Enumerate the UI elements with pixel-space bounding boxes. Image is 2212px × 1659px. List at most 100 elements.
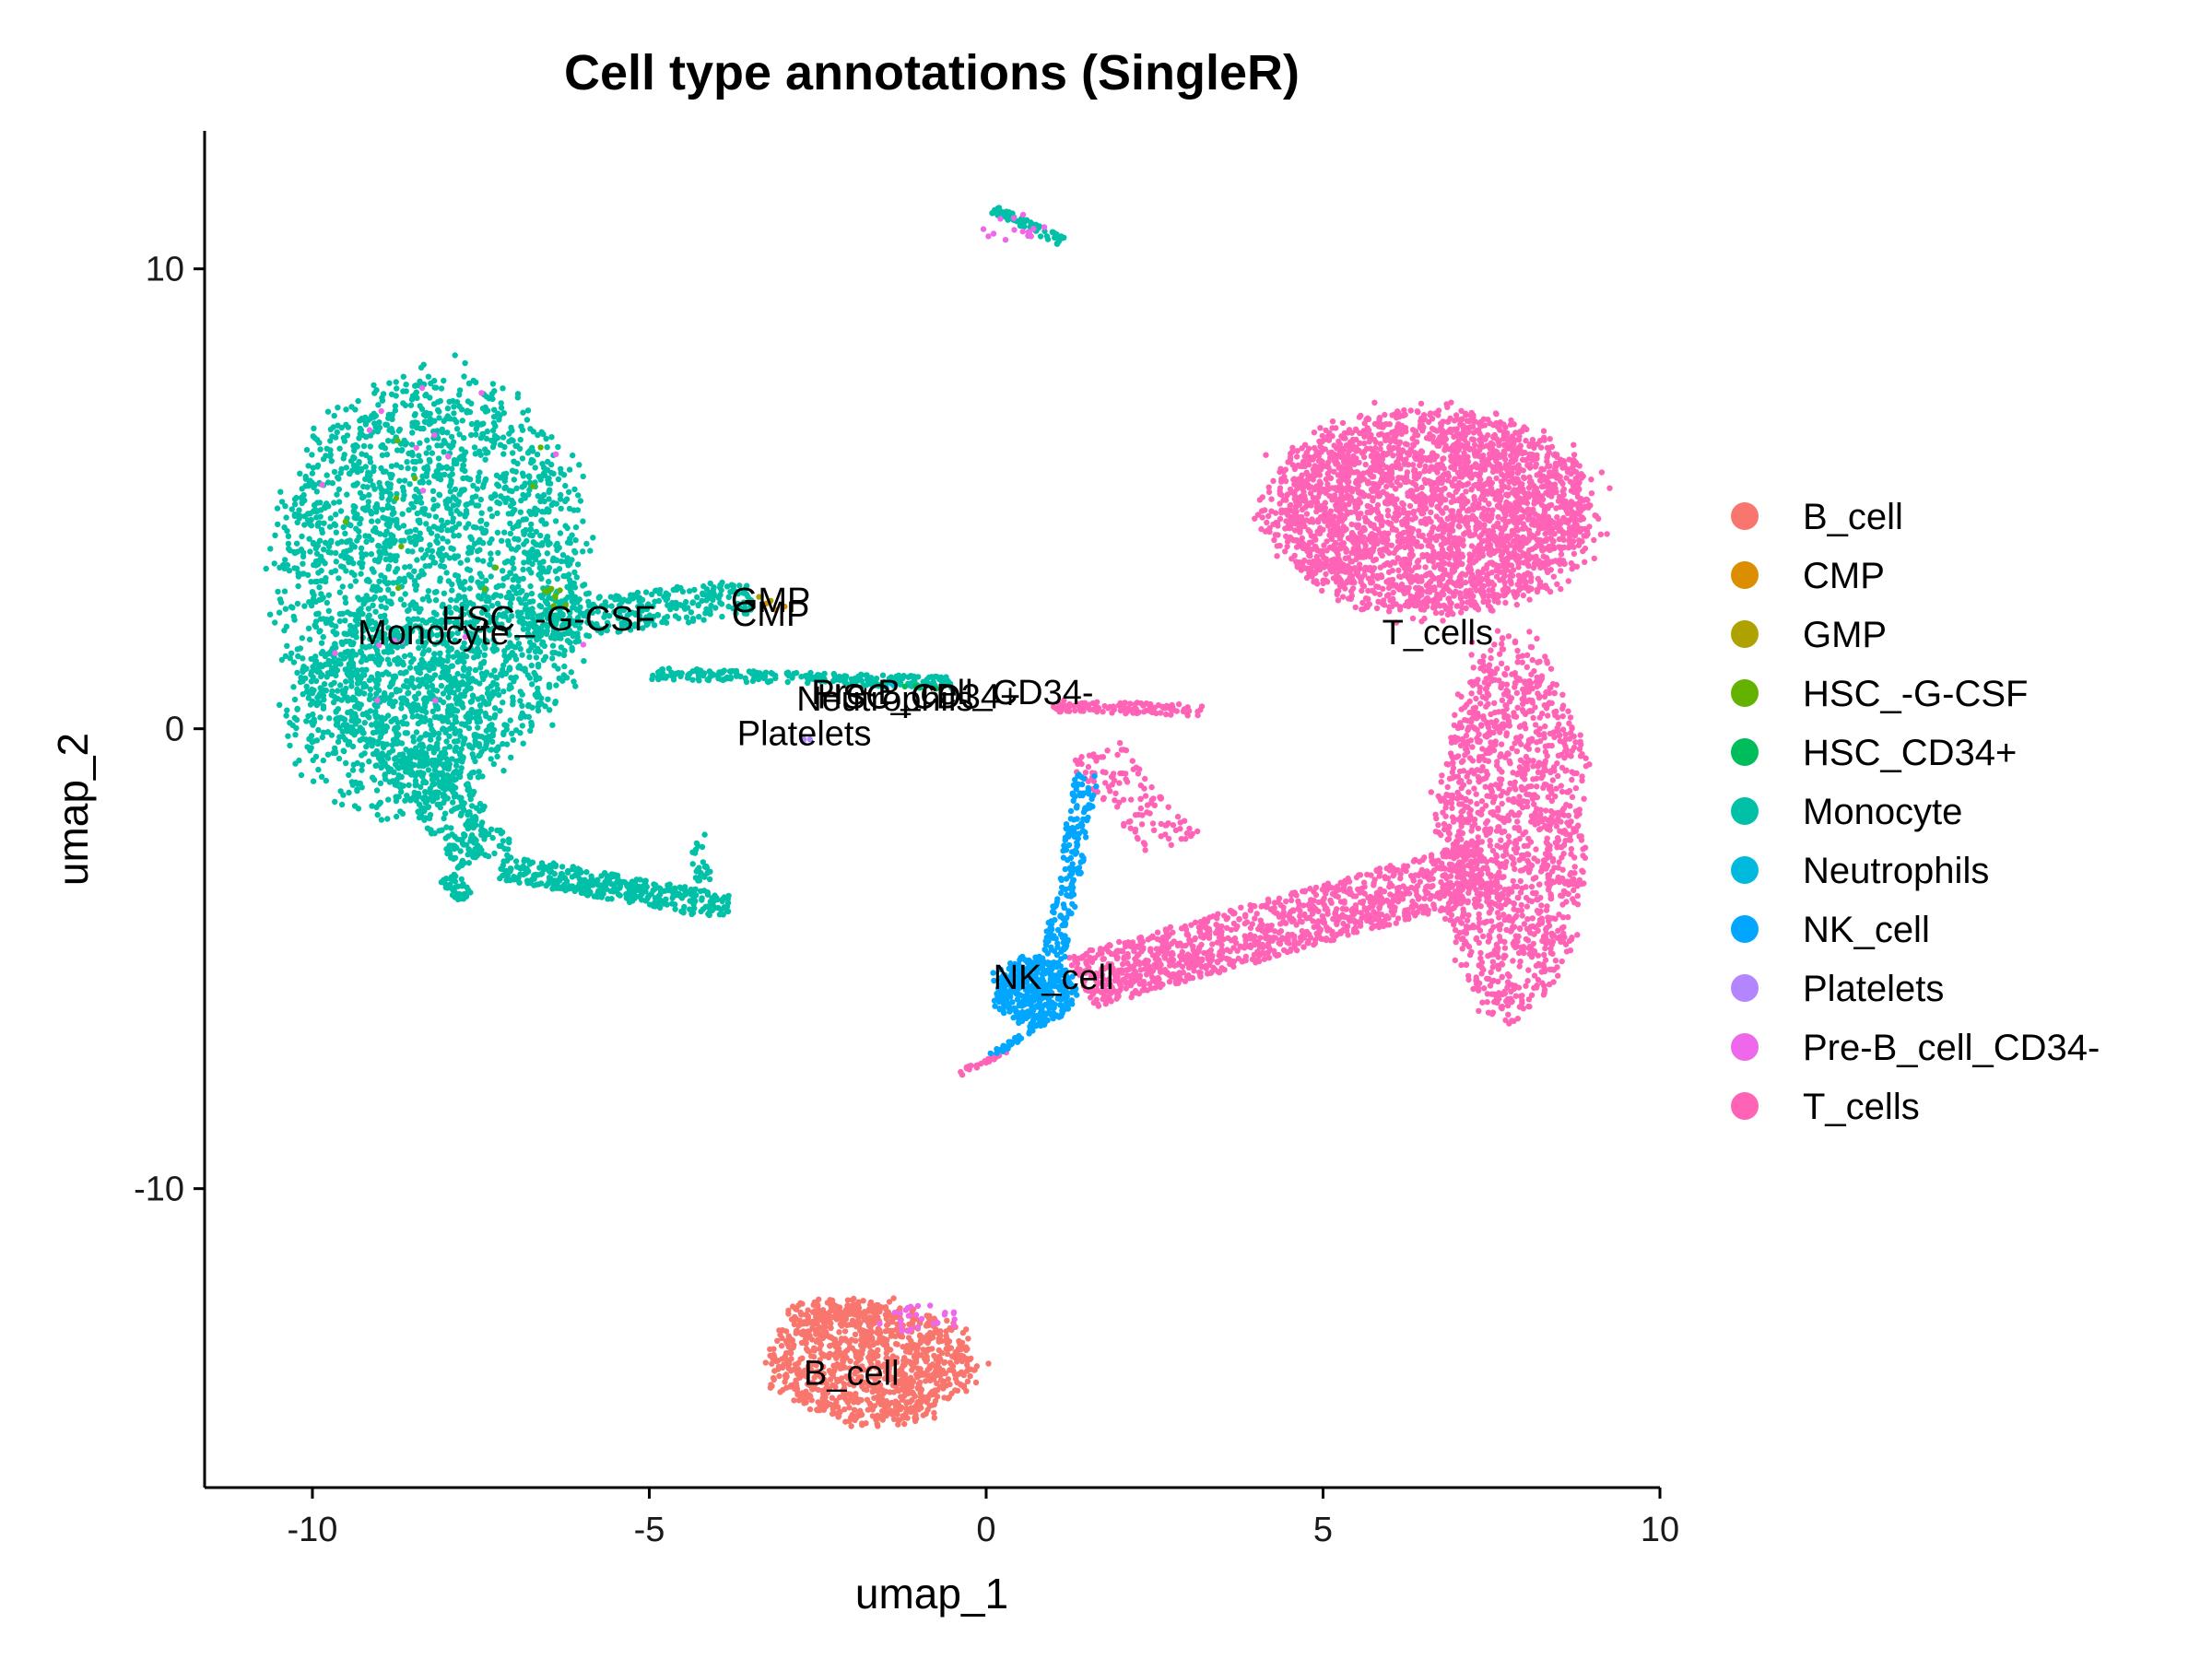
data-point [355,700,361,707]
data-point [495,549,501,557]
data-point [692,898,699,904]
data-point [385,796,392,803]
data-point [336,610,344,618]
data-point [360,684,367,690]
data-point [535,700,542,707]
data-point [614,887,620,894]
data-point [514,460,521,467]
data-point [323,777,329,784]
data-point [487,506,493,512]
data-point [673,605,679,612]
data-point [510,437,516,444]
data-point [1390,453,1396,459]
data-point [544,550,550,557]
data-point [334,491,340,498]
data-point [382,532,388,538]
data-point [371,382,377,389]
data-point [365,469,371,476]
data-point [343,759,349,767]
data-point [372,712,379,718]
data-point [567,539,573,547]
data-point [1554,581,1560,587]
data-point [387,557,394,563]
data-point [414,510,420,517]
data-point [519,723,525,729]
data-point [708,602,714,609]
data-point [328,569,335,576]
data-point [473,524,479,531]
data-point [486,725,492,732]
data-point [656,885,663,891]
data-point [483,435,490,442]
data-point [400,782,406,789]
data-point [473,678,479,685]
data-point [392,699,398,705]
data-point [520,473,527,479]
data-point [451,417,458,423]
data-point [362,551,370,558]
data-point [430,496,437,503]
data-point [571,678,577,685]
data-point [650,672,656,679]
data-point [350,442,357,450]
data-point [505,846,512,853]
data-point [346,470,353,477]
data-point [426,512,432,519]
data-point [322,560,328,567]
data-point [357,489,364,497]
data-point [404,677,410,684]
data-point [448,480,454,487]
data-point [555,443,561,451]
data-point [450,799,456,806]
data-point [363,577,371,584]
data-point [724,675,731,682]
data-point [440,535,446,542]
data-point [510,736,516,743]
data-point [1268,496,1275,502]
data-point [468,500,475,506]
data-point [349,725,356,733]
data-point [678,908,685,914]
data-point [486,619,493,626]
data-point [327,426,335,433]
data-point [431,384,438,391]
data-point [382,605,389,611]
data-point [441,749,447,756]
data-point [696,877,703,884]
data-point [563,877,571,885]
data-point [546,578,552,585]
data-point [443,570,450,576]
data-point [396,477,403,484]
data-point [382,468,389,475]
data-point [310,711,316,718]
data-point [413,729,420,735]
data-point [283,514,289,521]
data-point [363,666,370,673]
data-point [327,447,334,453]
data-point [438,755,445,761]
data-point [576,625,583,631]
data-point [512,656,520,663]
data-point [366,759,372,765]
data-point [454,883,462,889]
data-point [510,698,516,704]
data-point [653,901,659,908]
data-point [501,485,508,491]
data-point [299,533,305,540]
data-point [509,730,515,736]
data-point [572,683,579,689]
data-point [465,742,473,748]
data-point [300,571,307,577]
data-point [499,621,505,628]
data-point [359,752,365,759]
data-point [325,543,333,550]
data-point [296,507,302,513]
data-point [311,484,317,490]
data-point [566,466,573,473]
data-point [426,647,432,653]
data-point [431,672,439,678]
data-point [392,403,399,409]
data-point [552,700,559,707]
data-point [356,528,362,535]
data-point [584,887,592,893]
